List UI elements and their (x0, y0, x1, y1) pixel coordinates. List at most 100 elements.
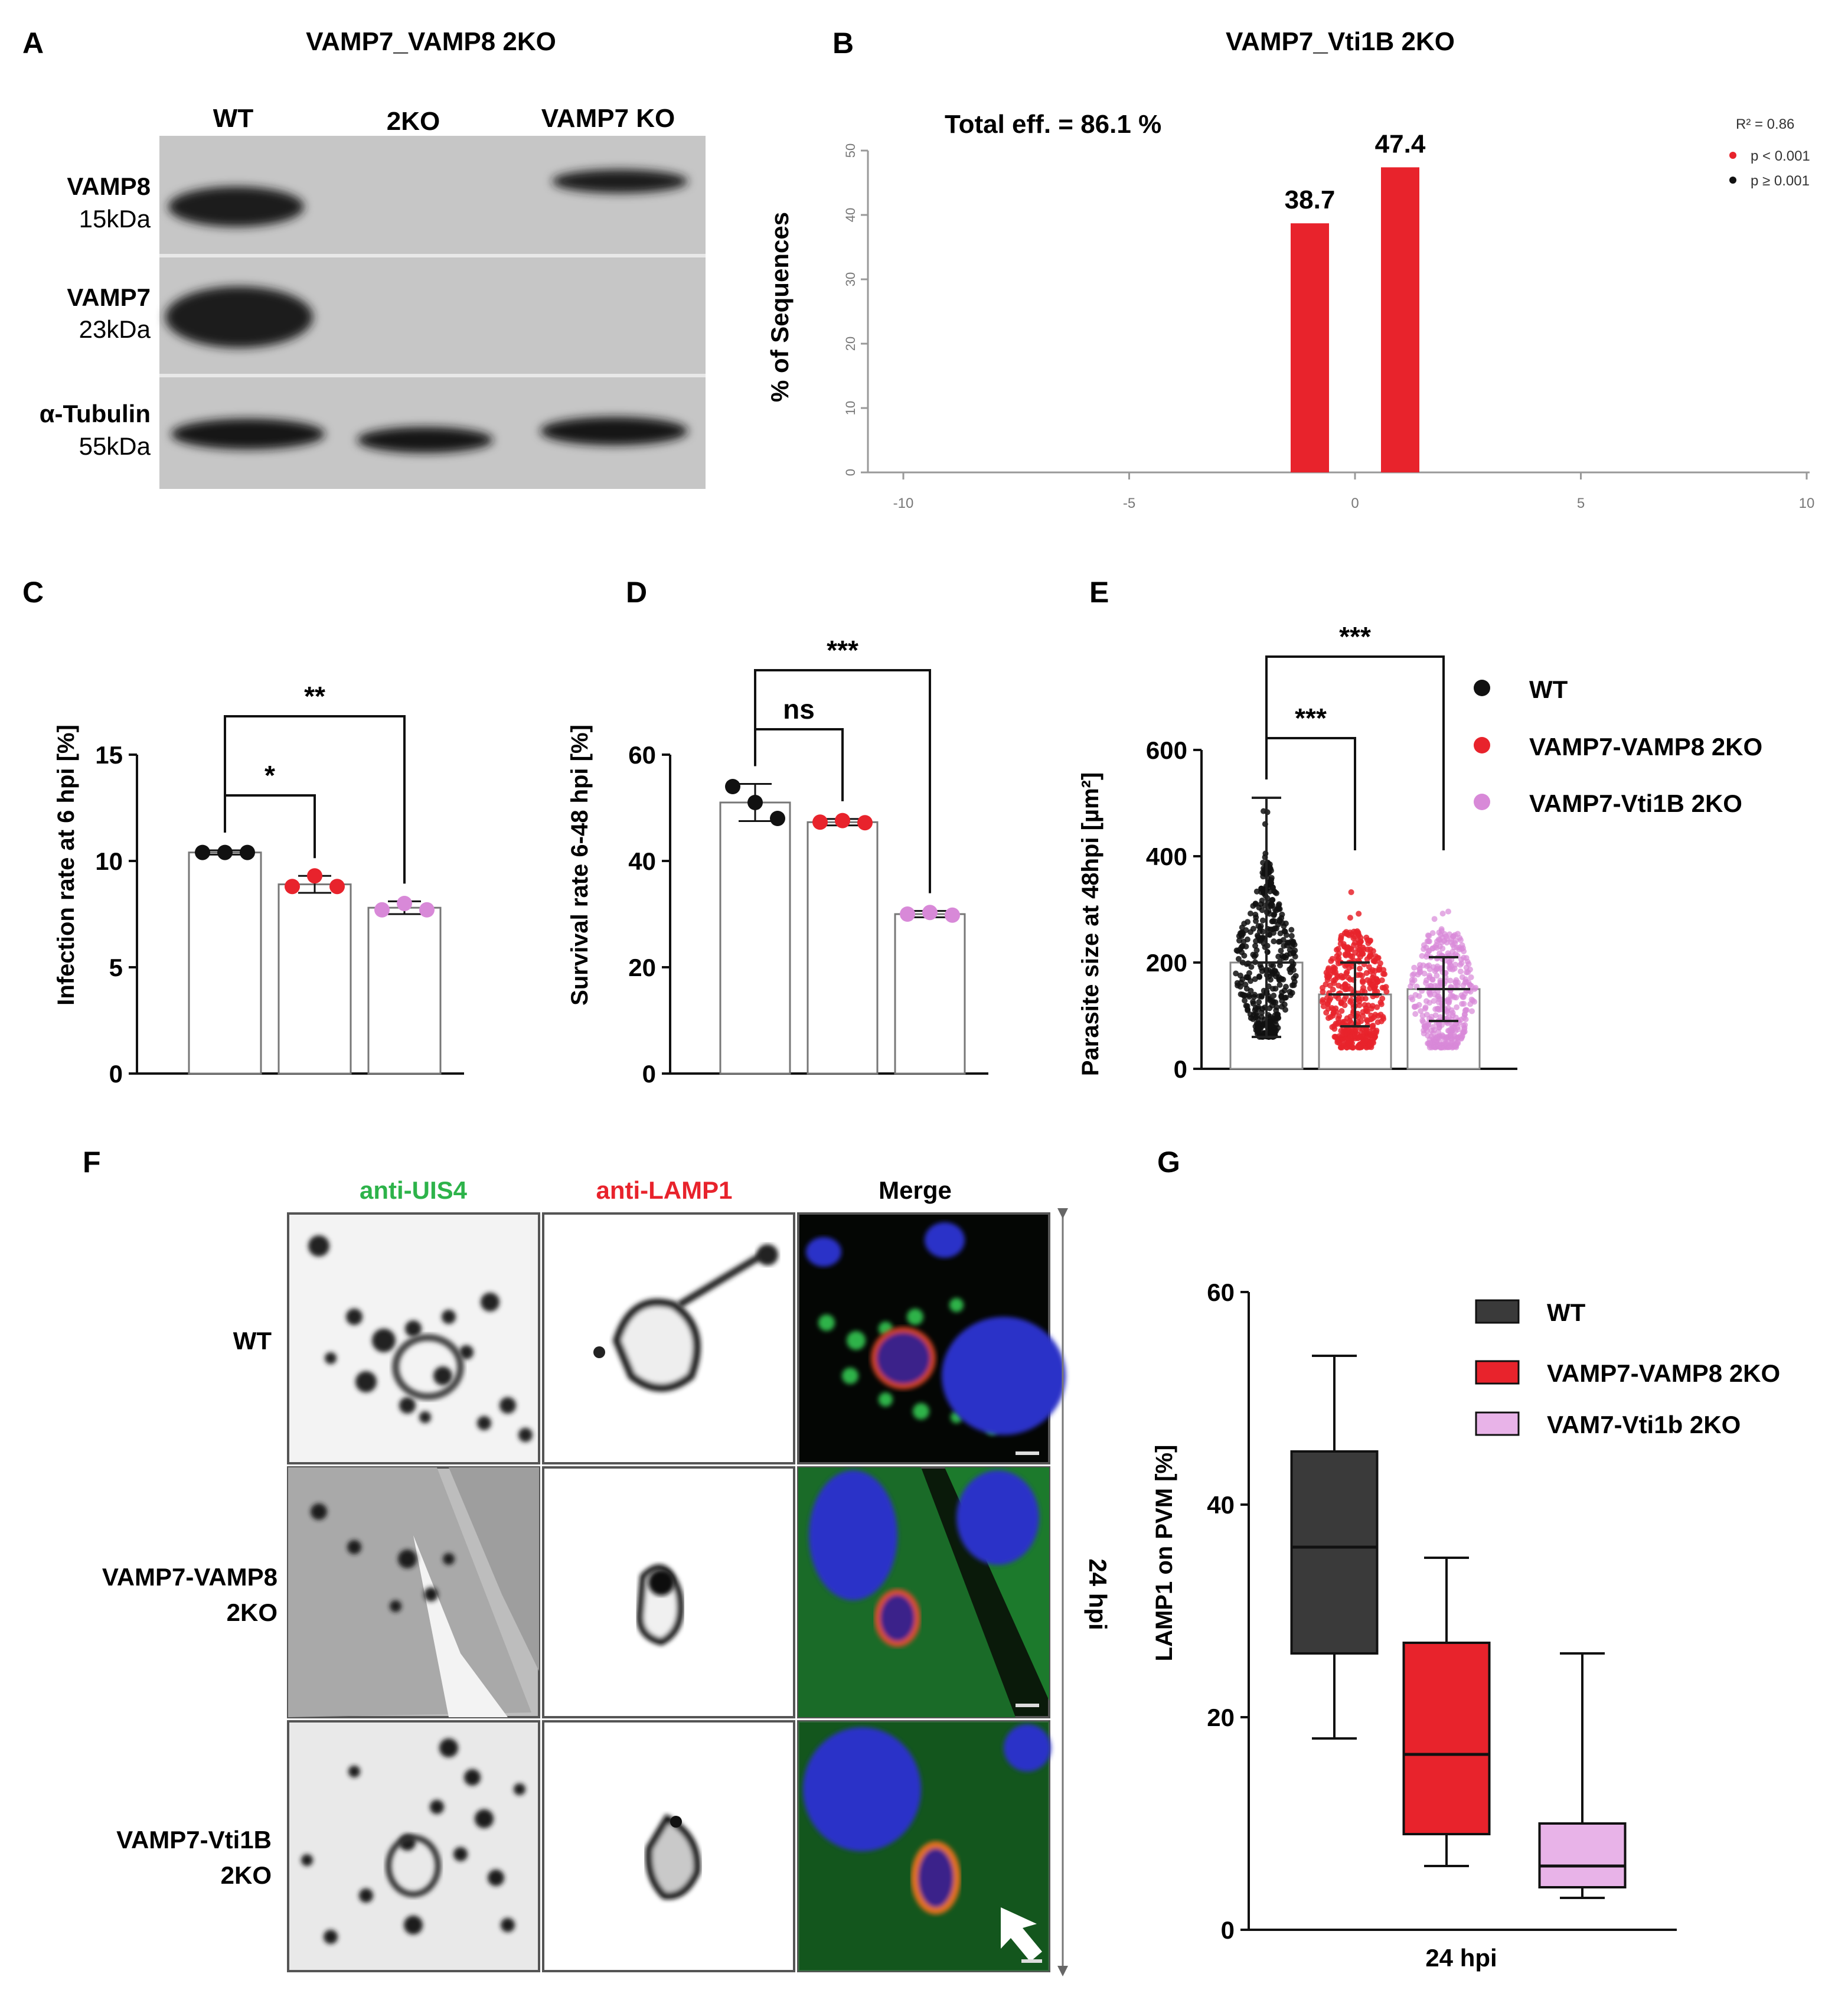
data-point-e (1373, 1029, 1379, 1036)
data-point-e (1343, 985, 1349, 991)
data-point-e (1266, 1005, 1273, 1012)
data-point-e (1288, 932, 1295, 939)
data-point-e (1259, 917, 1266, 924)
data-point-e (1371, 1014, 1377, 1020)
data-point-e (1426, 1042, 1433, 1048)
panel-a: A VAMP7_VAMP8 2KO WT 2KO VAMP7 KO VAMP8 … (22, 27, 706, 489)
panel-a-title: VAMP7_VAMP8 2KO (306, 27, 556, 56)
data-point-e (1421, 970, 1428, 977)
data-point-e (1435, 1005, 1441, 1012)
y-tick-label-b: 20 (843, 337, 858, 351)
data-point-e (1282, 955, 1289, 961)
data-point-e (1435, 993, 1442, 1000)
image-v8-uis4 (287, 1466, 540, 1718)
data-point-e (1256, 999, 1262, 1005)
data-point-e (1348, 889, 1354, 895)
data-point (747, 795, 763, 810)
data-point-e (1449, 1023, 1455, 1029)
data-label-b: 47.4 (1375, 129, 1426, 158)
data-point-e (1468, 983, 1475, 989)
y-axis-label-e: Parasite size at 48hpi [µm²] (1078, 772, 1103, 1076)
data-point-e (1242, 997, 1248, 1004)
data-point-e (1359, 978, 1366, 984)
y-tick-label: 60 (628, 741, 656, 769)
data-point-e (1411, 971, 1417, 977)
data-point-e (1452, 940, 1458, 947)
legend-g: WT VAMP7-VAMP8 2KO VAM7-Vti1b 2KO (1475, 1299, 1780, 1438)
data-point-e (1448, 1040, 1455, 1046)
data-point-e (1259, 1006, 1266, 1012)
bar-b (1291, 223, 1329, 472)
panel-letter-e: E (1089, 576, 1109, 609)
data-point-e (1250, 951, 1256, 958)
data-point-e (1347, 999, 1353, 1005)
y-axis-label-b: % of Sequences (766, 212, 794, 402)
legend-e-v8: VAMP7-VAMP8 2KO (1529, 733, 1762, 761)
y-tick-label-b: 10 (843, 401, 858, 415)
data-point-e (1446, 1044, 1452, 1051)
row-label-f-v8-2: 2KO (227, 1599, 277, 1626)
band-tubulin-vamp7ko (540, 417, 688, 445)
data-point-e (1324, 1000, 1331, 1006)
data-point-e (1329, 955, 1336, 962)
data-point-e (1426, 932, 1432, 939)
data-point-e (1464, 1007, 1470, 1013)
data-point-e (1430, 1030, 1436, 1036)
data-point (770, 811, 785, 826)
data-point-e (1272, 1018, 1279, 1025)
data-point-e (1467, 1001, 1474, 1007)
data-point-e (1275, 938, 1282, 945)
data-point-e (1370, 1039, 1376, 1046)
panel-b: B VAMP7_Vti1B 2KO Total eff. = 86.1 % R²… (766, 27, 1814, 511)
data-point-e (1462, 991, 1468, 997)
data-point-e (1272, 889, 1278, 896)
data-point-e (1338, 932, 1344, 939)
data-point (240, 844, 255, 860)
panel-g: G LAMP1 on PVM [%] 24 hpi 0 20 40 60 WT VAM… (1151, 1146, 1780, 1972)
data-point-e (1435, 1029, 1442, 1035)
data-point-e (1447, 977, 1454, 984)
data-point-e (1248, 987, 1254, 994)
data-point-e (1429, 977, 1436, 983)
data-point-e (1347, 1017, 1353, 1024)
legend-e: WT VAMP7-VAMP8 2KO VAMP7-Vti1B 2KO (1474, 676, 1762, 817)
data-point-e (1327, 1014, 1334, 1020)
y-tick-label-e: 400 (1146, 843, 1187, 870)
data-point-e (1363, 1005, 1369, 1012)
panel-d: D Survival rate 6-48 hpi [%] 0 20 40 60 ns **… (567, 576, 988, 1088)
data-point-e (1380, 1016, 1386, 1022)
image-vti-lamp1 (542, 1720, 795, 1972)
band-tubulin-2ko (357, 427, 493, 453)
data-point-e (1379, 996, 1386, 1002)
panel-b-title: VAMP7_Vti1B 2KO (1226, 27, 1455, 56)
significance-bracket (224, 794, 316, 859)
x-tick-label-b: -10 (893, 495, 914, 511)
box (1290, 1450, 1379, 1655)
data-point-e (1376, 967, 1382, 973)
data-point-e (1439, 945, 1446, 952)
panel-letter-f: F (83, 1146, 101, 1179)
legend-sig-label: p < 0.001 (1751, 148, 1810, 164)
data-point-e (1273, 925, 1279, 932)
data-point-e (1338, 1008, 1345, 1014)
data-point-e (1444, 1009, 1451, 1016)
data-point-e (1408, 983, 1414, 990)
y-tick-label-g: 20 (1207, 1704, 1235, 1731)
data-point-e (1338, 973, 1344, 979)
data-point-e (1416, 1002, 1422, 1008)
data-point-e (1366, 964, 1372, 970)
data-point (374, 902, 390, 918)
data-point-e (1268, 997, 1274, 1004)
data-point-e (1253, 918, 1259, 924)
data-point-e (1424, 1023, 1431, 1029)
data-point-e (1458, 956, 1464, 963)
data-point-e (1257, 925, 1263, 931)
bar (188, 852, 262, 1075)
data-point-e (1266, 903, 1273, 909)
row-label-f-vti-1: VAMP7-Vti1B (116, 1826, 272, 1854)
data-point-e (1453, 994, 1460, 1001)
band-tubulin-wt (171, 419, 325, 449)
data-point-e (1350, 935, 1357, 941)
